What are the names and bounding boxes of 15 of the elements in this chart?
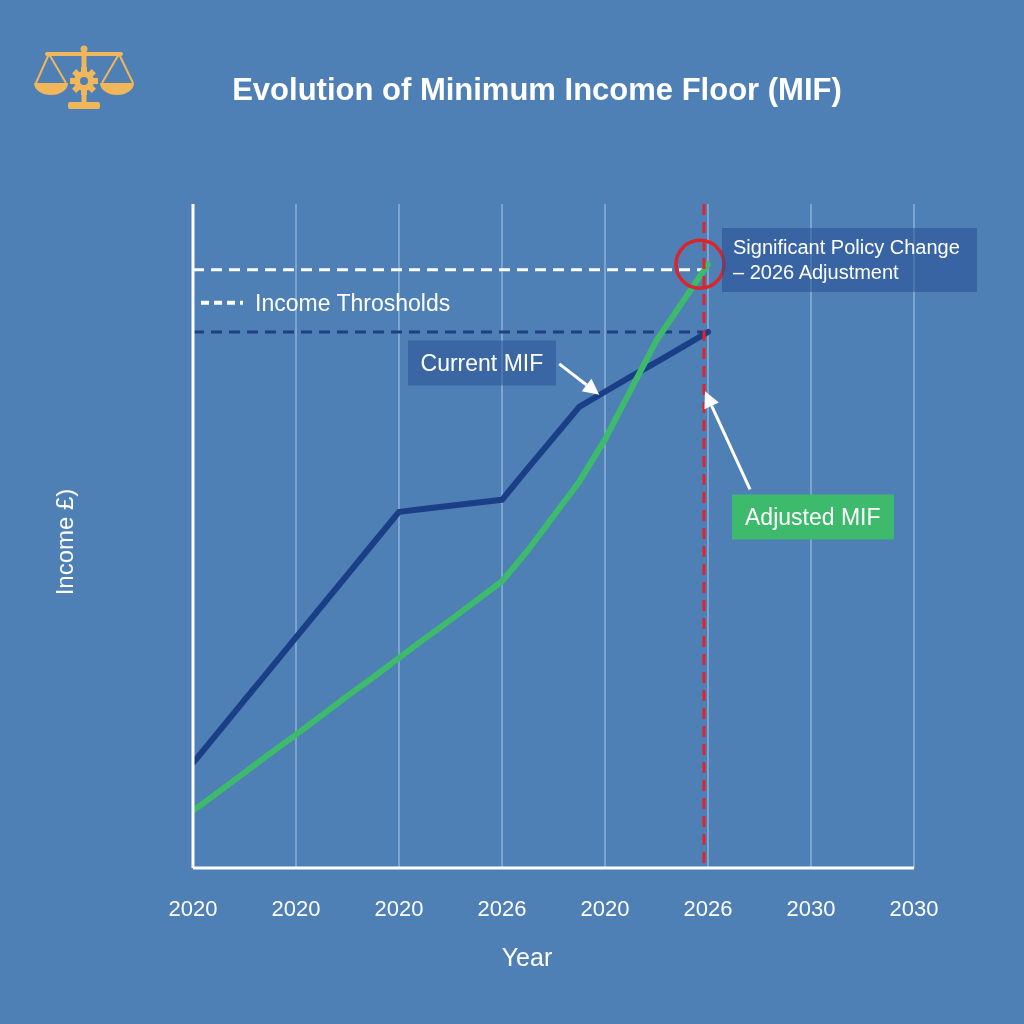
text: Current MIF (407, 340, 557, 386)
text: Adjusted MIF (732, 494, 894, 540)
x-tick-label: 2020 (168, 895, 218, 921)
x-tick-label: 2030 (889, 895, 939, 921)
legend-label: Income Throsholds (255, 289, 451, 316)
x-tick-label: 2020 (580, 895, 630, 921)
x-tick-label: 2026 (477, 895, 527, 921)
x-tick-label: 2020 (374, 895, 424, 921)
x-tick-label: 2020 (271, 895, 321, 921)
y-axis-title: Income £) (50, 488, 78, 596)
x-axis-title: Year (501, 943, 553, 971)
x-tick-label: 2026 (683, 895, 733, 921)
chart-title: Evolution of Minimum Income Floor (MIF) (232, 72, 842, 108)
annotation: Significant Policy Change – 2026 Adjustment (722, 228, 977, 293)
x-tick-label: 2030 (786, 895, 836, 921)
